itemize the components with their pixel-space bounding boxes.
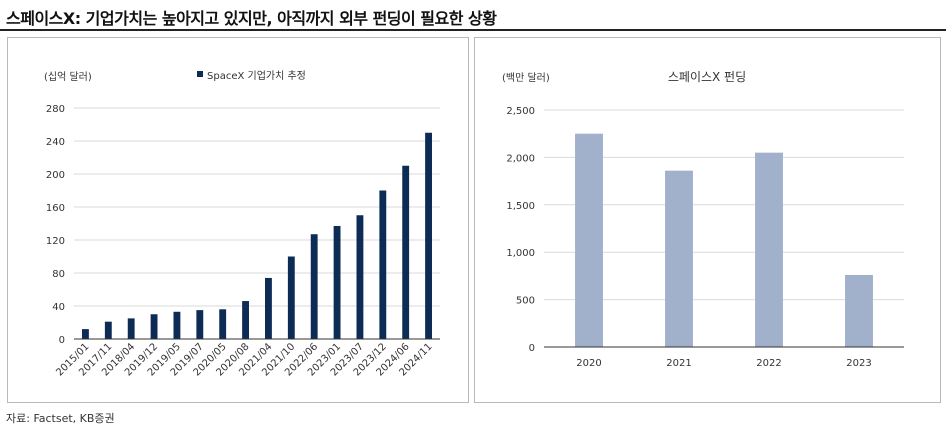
y-tick-label: 500 bbox=[516, 296, 535, 307]
y-tick-label: 1,500 bbox=[506, 201, 535, 212]
unit-label: (십억 달러) bbox=[44, 71, 92, 83]
y-tick-label: 200 bbox=[46, 170, 65, 181]
title-divider bbox=[0, 29, 946, 31]
x-tick-label: 2021 bbox=[666, 358, 691, 369]
bar bbox=[665, 170, 693, 347]
y-tick-label: 160 bbox=[46, 203, 65, 214]
legend-label: SpaceX 기업가치 추정 bbox=[207, 69, 306, 82]
y-tick-label: 2,000 bbox=[506, 153, 535, 164]
valuation-chart-panel: (십억 달러) SpaceX 기업가치 추정 0 40 80 120 160 200 240… bbox=[7, 37, 469, 403]
y-tick-label: 240 bbox=[46, 137, 65, 148]
bar bbox=[575, 133, 603, 347]
y-tick-label: 0 bbox=[529, 343, 535, 354]
bar bbox=[379, 190, 387, 339]
y-tick-label: 2,500 bbox=[506, 106, 535, 117]
bar bbox=[287, 256, 295, 339]
legend-swatch bbox=[197, 71, 203, 77]
y-tick-label: 120 bbox=[46, 236, 65, 247]
x-tick-label: 2023 bbox=[846, 358, 871, 369]
x-tick-label: 2020 bbox=[576, 358, 601, 369]
x-tick-label: 2022 bbox=[756, 358, 781, 369]
bar bbox=[196, 310, 204, 339]
page-title: 스페이스X: 기업가치는 높아지고 있지만, 아직까지 외부 펀딩이 필요한 상… bbox=[6, 9, 497, 28]
y-tick-label: 280 bbox=[46, 104, 65, 115]
bar bbox=[425, 132, 432, 339]
bar bbox=[356, 215, 364, 339]
bar bbox=[265, 277, 272, 339]
bar bbox=[82, 329, 89, 339]
bar bbox=[845, 274, 873, 347]
funding-chart-panel: (백만 달러) 스페이스X 펀딩 0 500 1,000 1,500 2,000 2,50… bbox=[474, 37, 941, 403]
bar bbox=[402, 165, 410, 339]
bar bbox=[333, 225, 341, 339]
y-tick-label: 0 bbox=[59, 335, 65, 346]
y-tick-label: 1,000 bbox=[506, 248, 535, 259]
funding-chart: (백만 달러) 스페이스X 펀딩 0 500 1,000 1,500 2,000 2,50… bbox=[502, 70, 904, 369]
unit-label: (백만 달러) bbox=[502, 72, 550, 84]
bar bbox=[104, 321, 112, 339]
bar bbox=[150, 314, 158, 339]
valuation-chart: (십억 달러) SpaceX 기업가치 추정 0 40 80 120 160 200 240… bbox=[44, 69, 440, 378]
bar bbox=[310, 234, 318, 339]
chart-title: 스페이스X 펀딩 bbox=[668, 70, 746, 84]
y-tick-label: 80 bbox=[52, 269, 65, 280]
bar bbox=[127, 318, 135, 339]
bar bbox=[755, 152, 783, 347]
bar bbox=[173, 311, 181, 339]
bar bbox=[219, 309, 227, 339]
y-tick-label: 40 bbox=[52, 302, 65, 313]
source-note: 자료: Factset, KB증권 bbox=[6, 412, 115, 425]
bar bbox=[242, 301, 249, 339]
